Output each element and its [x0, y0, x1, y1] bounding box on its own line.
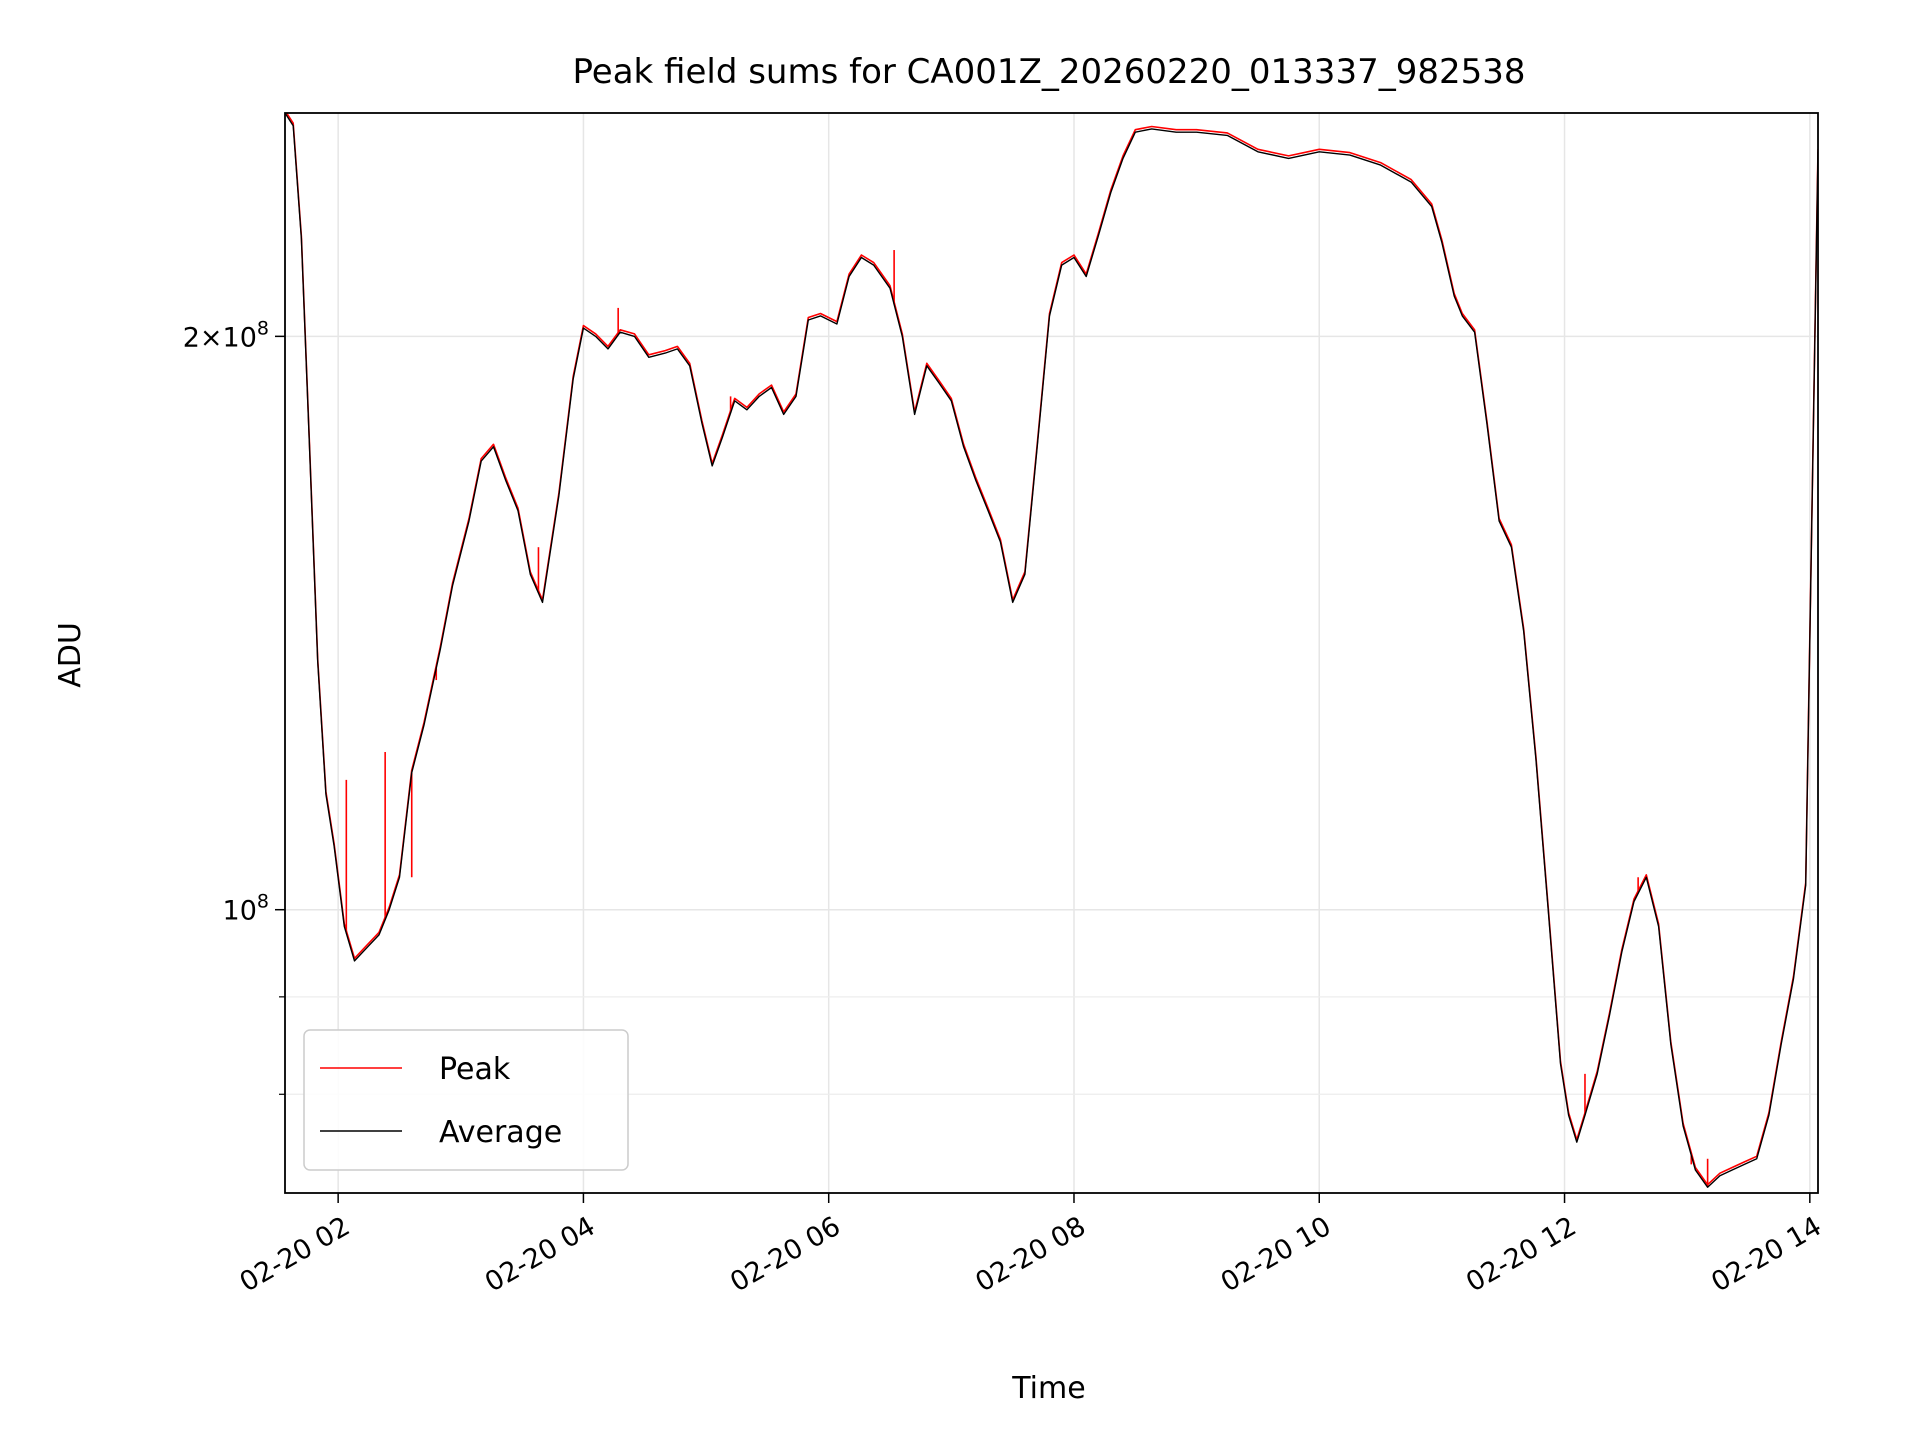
y-tick-label: 108 [223, 891, 269, 927]
chart-title: Peak field sums for CA001Z_20260220_0133… [573, 52, 1526, 92]
y-tick-label: 2×108 [183, 317, 269, 353]
x-axis-label: Time [1011, 1371, 1085, 1406]
plot-frame [284, 112, 1819, 1194]
y-axis-label: ADU [53, 622, 88, 688]
legend-peak-label: Peak [439, 1052, 511, 1087]
legend-average-label: Average [439, 1115, 562, 1150]
grid [285, 113, 1818, 1193]
average-series-line [285, 113, 1818, 1188]
legend-box [303, 1029, 629, 1171]
plot-lines [285, 113, 1818, 1188]
legend: Peak Average [303, 1029, 629, 1171]
